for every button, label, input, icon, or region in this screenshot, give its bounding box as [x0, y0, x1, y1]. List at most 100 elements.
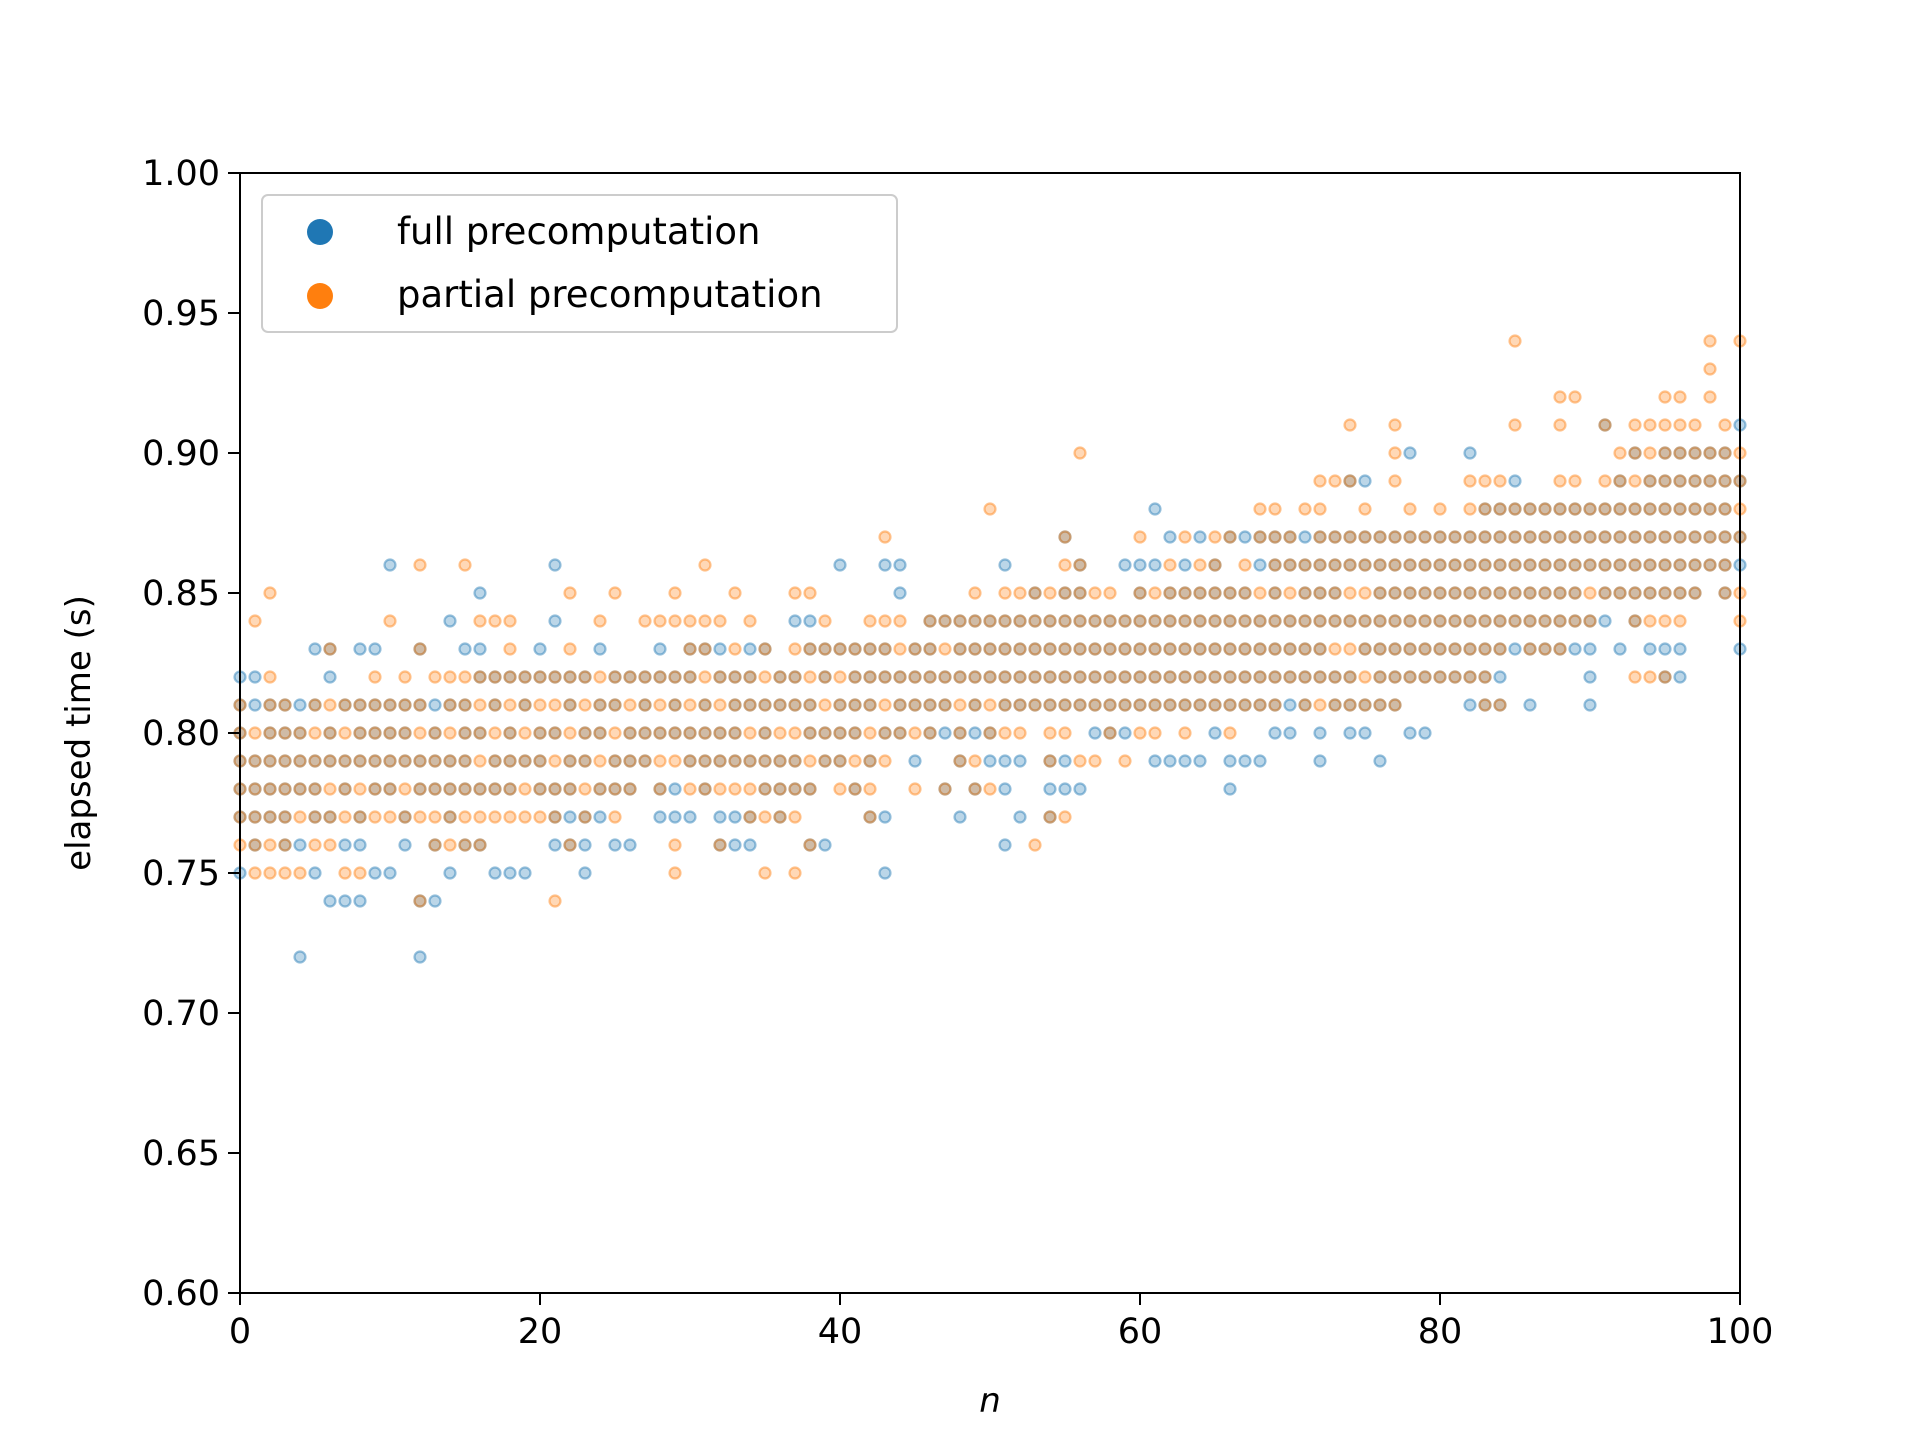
data-point [1103, 614, 1117, 628]
data-point [1133, 586, 1147, 600]
data-point [413, 754, 427, 768]
data-point [428, 726, 442, 740]
data-point [1388, 642, 1402, 656]
data-point [578, 670, 592, 684]
data-point [668, 754, 682, 768]
data-point [563, 698, 577, 712]
data-point [983, 670, 997, 684]
x-tick-label: 100 [1707, 1312, 1774, 1352]
data-point [683, 670, 697, 684]
data-point [1613, 586, 1627, 600]
data-point [728, 670, 742, 684]
data-point [1358, 642, 1372, 656]
data-point [398, 754, 412, 768]
data-point [1163, 530, 1177, 544]
data-point [713, 670, 727, 684]
data-point [773, 698, 787, 712]
data-point [383, 754, 397, 768]
data-point [1553, 390, 1567, 404]
data-point [1283, 586, 1297, 600]
y-tick-label: 0.95 [142, 294, 220, 334]
data-point [893, 698, 907, 712]
y-axis: 0.60 0.65 0.70 0.75 0.80 0.85 0.90 0.95 1.00 [142, 154, 240, 1314]
data-point [323, 642, 337, 656]
data-point [1298, 642, 1312, 656]
data-point [548, 782, 562, 796]
data-point [488, 698, 502, 712]
data-point [1658, 446, 1672, 460]
data-point [1673, 530, 1687, 544]
data-point [1493, 698, 1507, 712]
data-point [1358, 530, 1372, 544]
data-point [998, 586, 1012, 600]
data-point [878, 642, 892, 656]
data-point [1523, 530, 1537, 544]
data-point [1193, 530, 1207, 544]
data-point [278, 726, 292, 740]
data-point [683, 642, 697, 656]
data-point [338, 894, 352, 908]
data-point [1508, 334, 1522, 348]
data-point [773, 810, 787, 824]
data-point [1313, 558, 1327, 572]
data-point [1598, 614, 1612, 628]
data-point [773, 810, 787, 824]
data-point [548, 726, 562, 740]
data-point [1028, 698, 1042, 712]
data-point [848, 726, 862, 740]
data-point [1418, 614, 1432, 628]
data-point [1718, 558, 1732, 572]
data-point [713, 754, 727, 768]
data-point [803, 782, 817, 796]
data-point [1223, 698, 1237, 712]
data-point [1568, 614, 1582, 628]
data-point [623, 726, 637, 740]
data-point [1718, 418, 1732, 432]
data-point [1223, 782, 1237, 796]
data-point [1463, 558, 1477, 572]
data-point [683, 782, 697, 796]
data-point [803, 586, 817, 600]
data-point [1583, 558, 1597, 572]
data-point [1313, 642, 1327, 656]
data-point [803, 782, 817, 796]
data-point [668, 810, 682, 824]
data-point [908, 642, 922, 656]
data-point [1598, 530, 1612, 544]
data-point [338, 698, 352, 712]
data-point [503, 810, 517, 824]
data-point [1373, 614, 1387, 628]
data-point [488, 866, 502, 880]
data-point [938, 698, 952, 712]
data-point [1433, 502, 1447, 516]
data-point [1658, 558, 1672, 572]
data-point [773, 726, 787, 740]
data-point [818, 698, 832, 712]
data-point [1568, 586, 1582, 600]
data-point [518, 754, 532, 768]
data-point [443, 726, 457, 740]
data-point [803, 726, 817, 740]
data-point [308, 754, 322, 768]
data-point [1538, 614, 1552, 628]
data-point [1508, 642, 1522, 656]
data-point [1643, 586, 1657, 600]
data-point [1718, 586, 1732, 600]
data-point [383, 698, 397, 712]
data-point [1178, 614, 1192, 628]
data-point [368, 866, 382, 880]
data-point [473, 782, 487, 796]
data-point [1283, 642, 1297, 656]
data-point [998, 782, 1012, 796]
data-point [1313, 726, 1327, 740]
data-point [683, 670, 697, 684]
data-point [833, 754, 847, 768]
data-point [608, 754, 622, 768]
data-point [998, 698, 1012, 712]
data-point [1373, 698, 1387, 712]
data-point [1238, 530, 1252, 544]
data-point [1178, 670, 1192, 684]
data-point [383, 782, 397, 796]
y-tick-label: 0.65 [142, 1134, 220, 1174]
data-point [1118, 558, 1132, 572]
